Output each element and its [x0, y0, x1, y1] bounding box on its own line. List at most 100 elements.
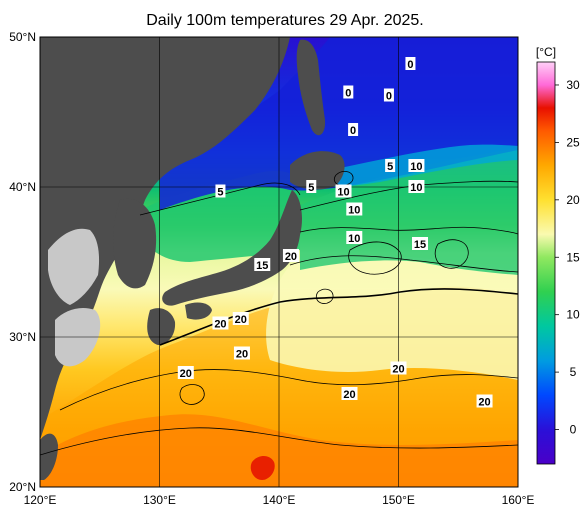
contour-label-text: 15 [414, 239, 426, 251]
contour-label-box [390, 361, 407, 375]
colorbar-tick-label: 0 [570, 423, 577, 437]
contour-label: 15 [254, 258, 271, 272]
contour-label: 5 [385, 159, 396, 173]
contour-label-text: 5 [308, 182, 314, 194]
colorbar-unit: [°C] [536, 45, 556, 59]
contour-label-text: 10 [337, 187, 349, 199]
contour-label-text: 20 [478, 397, 490, 409]
contour-label-box [343, 85, 354, 99]
contour-label-text: 10 [410, 182, 422, 194]
green-sea-of-japan [140, 170, 300, 262]
contour-label-box [412, 237, 429, 250]
land-taiwan [40, 433, 58, 480]
land-asia [40, 37, 290, 440]
land-shikoku [185, 302, 212, 320]
latitude-labels: 50°N 40°N 30°N 20°N [9, 30, 36, 494]
lat-label: 20°N [9, 480, 36, 494]
contour-label-box [232, 312, 249, 325]
contour-label: 0 [383, 88, 394, 103]
lat-label: 30°N [9, 330, 36, 344]
colorbar-tick-label: 30 [566, 78, 580, 92]
contour-label-box [306, 180, 317, 193]
lon-label: 120°E [24, 493, 57, 507]
contour-label-text: 0 [386, 91, 392, 103]
contour-label: 10 [346, 231, 363, 245]
lat-label: 50°N [9, 30, 36, 44]
contour-label-box [346, 202, 363, 216]
contour-label-box [212, 316, 229, 330]
contour-label: 20 [177, 366, 194, 380]
contour-label: 0 [348, 123, 359, 137]
contour-label-box [408, 159, 425, 172]
longitude-labels: 120°E 130°E 140°E 150°E 160°E [24, 493, 535, 507]
contour-label: 20 [341, 387, 358, 401]
contour-label-text: 20 [214, 319, 226, 331]
contour-label-box [233, 346, 250, 360]
contour-label-text: 0 [407, 59, 413, 71]
colorbar-tick-label: 15 [566, 250, 580, 264]
land-korea [113, 198, 157, 289]
contour-label: 20 [233, 346, 250, 361]
contour-label: 10 [346, 202, 363, 217]
shelf-yellow-sea [48, 228, 100, 305]
contour-label-box [282, 249, 299, 262]
contour-label-text: 20 [343, 389, 355, 401]
contour-label-text: 10 [348, 205, 360, 217]
contour-label-box [348, 123, 359, 136]
contour-label-box [341, 387, 358, 400]
contour-label-box [215, 184, 226, 198]
contour-label: 10 [335, 184, 352, 199]
lon-label: 160°E [502, 493, 535, 507]
lon-label: 150°E [382, 493, 415, 507]
map-frame [39, 36, 519, 488]
colorbar-tick-label: 20 [566, 193, 580, 207]
hot-spot [250, 456, 275, 480]
contour-label-text: 15 [256, 260, 268, 272]
contour-label: 5 [215, 184, 226, 199]
colorbar-tick-label: 10 [566, 308, 580, 322]
contour-label-text: 20 [285, 251, 297, 263]
contour-label-box [385, 159, 396, 172]
lat-label: 40°N [9, 180, 36, 194]
contour-label-text: 0 [345, 88, 351, 100]
contour-label-text: 20 [392, 364, 404, 376]
contour-label-box [177, 366, 194, 379]
colorbar-tick-label: 25 [566, 135, 580, 149]
contour-label-text: 20 [180, 368, 192, 380]
contour-label: 10 [408, 159, 425, 173]
contour-label: 20 [390, 361, 407, 376]
colorbar-tick-label: 5 [570, 365, 577, 379]
contour-label-text: 20 [236, 349, 248, 361]
contour-label-box [383, 88, 394, 102]
land-honshu [162, 190, 303, 306]
contour-label: 20 [476, 394, 493, 409]
contour-label-box [346, 231, 363, 244]
contour-label-box [335, 184, 352, 198]
colorbar-gradient [536, 61, 556, 465]
contour-label-text: 0 [350, 125, 356, 137]
colorbar-ticks: 0 5 10 15 20 25 30 [555, 78, 580, 437]
contour-label: 20 [282, 249, 299, 263]
contour-label: 5 [306, 180, 317, 194]
pale-subtropical-zone [266, 254, 518, 380]
contour-label: 10 [408, 180, 425, 194]
contour-label: 0 [343, 85, 354, 100]
graticule [40, 37, 518, 487]
contour-label-text: 5 [387, 161, 393, 173]
contour-value-labels: 0 0 0 0 5 10 10 5 10 10 10 5 15 20 15 20 20 20 20 20 20 20 [177, 57, 493, 409]
land-kyushu [147, 308, 176, 345]
contour-label-box [408, 180, 425, 193]
contour-label-text: 20 [235, 314, 247, 326]
contour-label: 15 [412, 237, 429, 251]
contour-label: 0 [405, 57, 416, 71]
contour-label-text: 10 [348, 233, 360, 245]
contour-label-box [476, 394, 493, 408]
lon-label: 130°E [143, 493, 176, 507]
colorbar: [°C] 0 5 10 15 20 25 30 [536, 45, 580, 465]
land-sakhalin [296, 39, 326, 136]
contour-label-box [254, 258, 271, 271]
land-hokkaido [290, 151, 345, 190]
contour-label: 20 [212, 316, 229, 331]
contour-label-box [405, 57, 416, 70]
